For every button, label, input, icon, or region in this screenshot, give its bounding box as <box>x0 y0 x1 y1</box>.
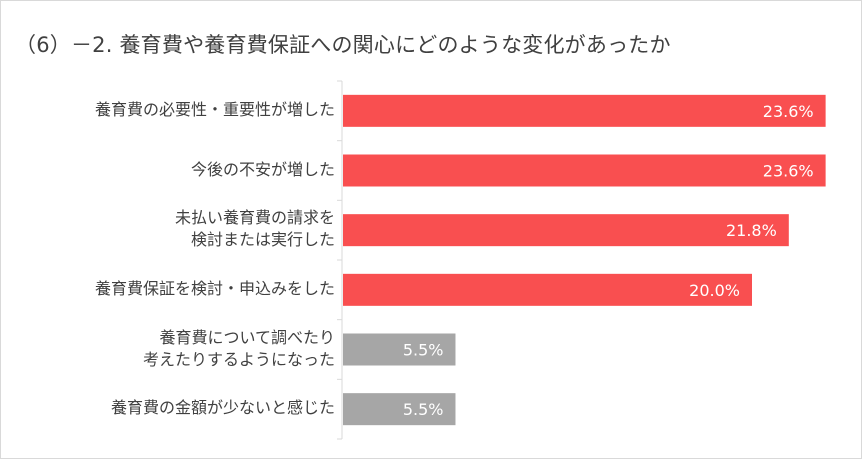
bar <box>343 273 752 306</box>
category-label-line: 今後の不安が増した <box>190 159 335 179</box>
category-label-line: 養育費の必要性・重要性が増した <box>94 99 335 119</box>
bar-value-label: 21.8% <box>726 221 777 240</box>
category-label: 養育費の必要性・重要性が増した <box>95 99 335 121</box>
bar <box>343 154 826 187</box>
chart-title: （6）－2. 養育費や養育費保証への関心にどのような変化があったか <box>15 33 671 57</box>
category-label: 今後の不安が増した <box>191 159 335 181</box>
bar-value-label: 23.6% <box>763 102 814 121</box>
category-label-line: 養育費保証を検討・申込みをした <box>94 278 335 298</box>
category-label: 養育費保証を検討・申込みをした <box>95 278 335 300</box>
bar <box>343 214 789 247</box>
bar <box>343 94 826 127</box>
category-label-line: 検討または実行した <box>190 230 335 250</box>
bar-value-label: 5.5% <box>403 341 444 360</box>
category-label-line: 養育費の金額が少ないと感じた <box>110 398 335 418</box>
bar-value-label: 5.5% <box>403 400 444 419</box>
category-label: 未払い養育費の請求を 検討または実行した <box>175 207 335 251</box>
bar <box>343 333 456 366</box>
category-label-line: 養育費について調べたり <box>159 327 335 347</box>
category-label-line: 未払い養育費の請求を <box>174 208 335 228</box>
category-label: 養育費について調べたり 考えたりするようになった <box>143 327 335 371</box>
bar-value-label: 23.6% <box>763 162 814 181</box>
bar-value-label: 20.0% <box>689 281 740 300</box>
bar <box>343 393 456 426</box>
category-label: 養育費の金額が少ないと感じた <box>111 397 335 419</box>
category-label-line: 考えたりするようになった <box>142 349 335 369</box>
